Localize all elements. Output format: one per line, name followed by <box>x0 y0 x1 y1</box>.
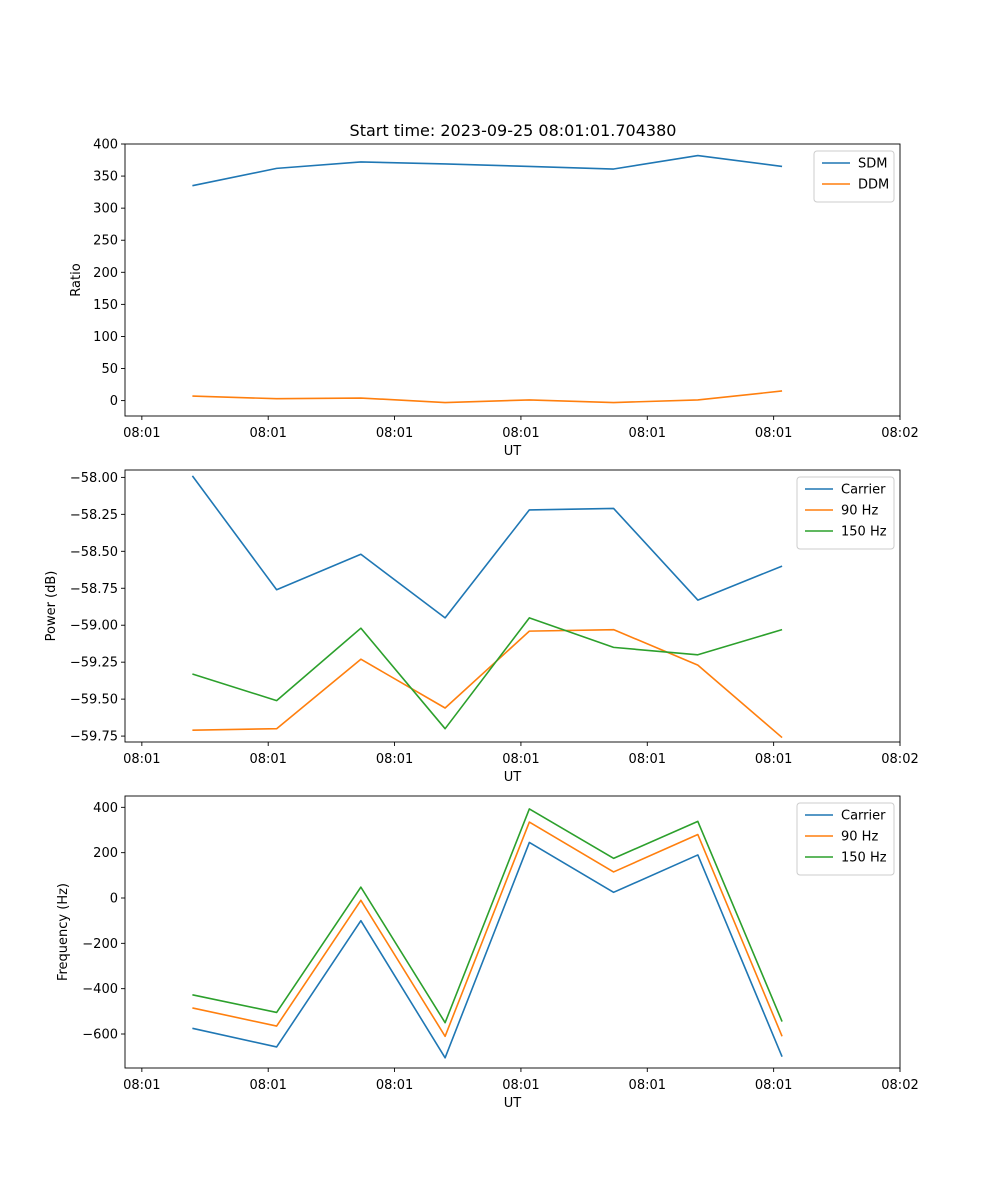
y-tick-label: 0 <box>110 892 118 907</box>
subplot-2: 08:01 08:01 08:01 08:01 08:01 08:01 08:02 −59.7… <box>44 469 919 785</box>
x-tick-label: 08:01 <box>249 752 286 767</box>
y-tick-label: 400 <box>93 801 118 816</box>
x-tick-label: 08:01 <box>755 752 792 767</box>
y-tick-label: −200 <box>82 937 118 952</box>
x-tick-label: 08:02 <box>881 426 918 441</box>
subplot-1: 08:01 08:01 08:01 08:01 08:01 08:01 08:02 0 50 10… <box>69 138 919 460</box>
y-tick-label: 50 <box>101 362 118 377</box>
legend-label: Carrier <box>841 809 886 824</box>
legend: Carrier 90 Hz 150 Hz <box>796 802 895 876</box>
y-axis-label: Frequency (Hz) <box>56 883 71 981</box>
x-tick-label: 08:01 <box>629 1078 666 1093</box>
series-line-90-hz <box>192 628 783 739</box>
x-tick-label: 08:02 <box>881 752 918 767</box>
y-tick-label: 400 <box>93 138 118 153</box>
y-tick-label: −600 <box>82 1028 118 1043</box>
y-tick-label: −59.75 <box>70 730 118 745</box>
x-tick-label: 08:01 <box>123 426 160 441</box>
y-tick-label: −58.00 <box>70 471 118 486</box>
x-tick-label: 08:01 <box>629 752 666 767</box>
x-axis-label: UT <box>504 1096 522 1111</box>
y-tick-label: 300 <box>93 202 118 217</box>
axes-frame <box>124 143 901 417</box>
y-tick-label: 200 <box>93 846 118 861</box>
x-tick-label: 08:01 <box>629 426 666 441</box>
legend-label: 150 Hz <box>841 525 887 540</box>
y-tick-label: −58.75 <box>70 582 118 597</box>
y-tick-label: −58.25 <box>70 508 118 523</box>
legend-label: 90 Hz <box>841 504 878 519</box>
x-tick-label: 08:02 <box>881 1078 918 1093</box>
x-axis-label: UT <box>504 444 522 459</box>
x-tick-label: 08:01 <box>502 752 539 767</box>
y-tick-label: −58.50 <box>70 545 118 560</box>
legend-label: DDM <box>858 178 889 193</box>
series-line-150-hz <box>192 617 783 730</box>
y-tick-label: −59.25 <box>70 656 118 671</box>
x-tick-label: 08:01 <box>755 1078 792 1093</box>
series-line-90-hz <box>192 821 783 1038</box>
series-line-sdm <box>192 154 783 187</box>
x-tick-label: 08:01 <box>123 752 160 767</box>
y-tick-label: 350 <box>93 170 118 185</box>
x-tick-label: 08:01 <box>376 1078 413 1093</box>
y-tick-label: −400 <box>82 982 118 997</box>
x-axis-label: UT <box>504 770 522 785</box>
x-tick-label: 08:01 <box>249 426 286 441</box>
legend-label: SDM <box>858 157 887 172</box>
legend-label: 150 Hz <box>841 851 887 866</box>
x-tick-label: 08:01 <box>376 752 413 767</box>
axes-frame <box>124 795 901 1069</box>
legend-label: 90 Hz <box>841 830 878 845</box>
axes-frame <box>124 469 901 743</box>
series-line-150-hz <box>192 808 783 1024</box>
y-tick-label: −59.50 <box>70 693 118 708</box>
y-tick-label: 200 <box>93 266 118 281</box>
legend-label: Carrier <box>841 483 886 498</box>
y-tick-label: −59.00 <box>70 619 118 634</box>
series-line-carrier <box>191 475 783 619</box>
series-line-carrier <box>192 841 783 1059</box>
y-axis-label: Ratio <box>69 263 84 296</box>
x-tick-label: 08:01 <box>249 1078 286 1093</box>
y-tick-label: 250 <box>93 234 118 249</box>
legend: Carrier 90 Hz 150 Hz <box>796 476 895 550</box>
y-tick-label: 0 <box>110 394 118 409</box>
legend: SDM DDM <box>813 150 895 203</box>
x-tick-label: 08:01 <box>123 1078 160 1093</box>
x-tick-label: 08:01 <box>502 1078 539 1093</box>
subplot-3: 08:01 08:01 08:01 08:01 08:01 08:01 08:02 −600 −… <box>56 795 919 1111</box>
figure-title: Start time: 2023-09-25 08:01:01.704380 <box>350 121 677 140</box>
y-tick-label: 100 <box>93 330 118 345</box>
x-tick-label: 08:01 <box>502 426 539 441</box>
x-tick-label: 08:01 <box>755 426 792 441</box>
y-tick-label: 150 <box>93 298 118 313</box>
x-tick-label: 08:01 <box>376 426 413 441</box>
y-axis-label: Power (dB) <box>44 571 59 642</box>
series-line-ddm <box>192 390 783 404</box>
